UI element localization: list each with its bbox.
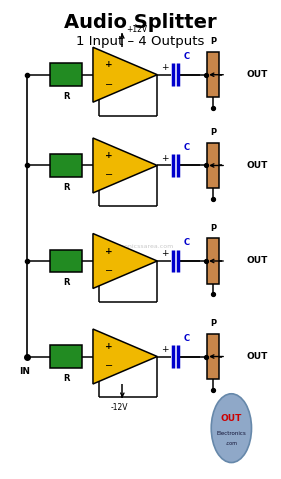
Text: C: C	[184, 52, 190, 61]
Polygon shape	[93, 138, 157, 193]
Text: OUT: OUT	[247, 161, 268, 170]
Bar	[50, 63, 83, 86]
Text: +: +	[105, 60, 113, 69]
Text: 1 Input – 4 Outputs: 1 Input – 4 Outputs	[76, 35, 205, 48]
Text: OUT: OUT	[221, 414, 242, 423]
Bar	[50, 250, 83, 273]
Text: C: C	[184, 143, 190, 152]
Text: C: C	[184, 238, 190, 247]
Text: OUT: OUT	[247, 352, 268, 361]
Text: R: R	[63, 92, 70, 101]
Text: -12V: -12V	[111, 403, 128, 412]
Text: Electronics: Electronics	[216, 432, 246, 436]
Text: −: −	[105, 361, 113, 371]
Text: OUT: OUT	[247, 256, 268, 265]
Text: −: −	[105, 171, 113, 181]
Bar	[207, 239, 219, 284]
Text: +: +	[105, 151, 113, 160]
Polygon shape	[93, 329, 157, 384]
Text: R: R	[63, 374, 70, 383]
Text: +12V: +12V	[126, 24, 148, 34]
Text: C: C	[184, 334, 190, 342]
Text: electronicssarea.com: electronicssarea.com	[107, 244, 174, 249]
Text: −: −	[105, 80, 113, 90]
Text: P: P	[210, 128, 216, 137]
Text: IN: IN	[19, 367, 30, 376]
Text: R: R	[63, 278, 70, 287]
Text: +: +	[105, 247, 113, 256]
Text: +: +	[105, 342, 113, 351]
Text: +: +	[161, 63, 169, 72]
Circle shape	[211, 394, 251, 463]
Text: +: +	[161, 154, 169, 162]
Text: +: +	[161, 249, 169, 258]
Text: Audio Splitter: Audio Splitter	[64, 12, 217, 32]
Bar	[207, 52, 219, 97]
Bar	[207, 334, 219, 379]
Text: −: −	[105, 266, 113, 276]
Text: +: +	[161, 345, 169, 354]
Text: P: P	[210, 319, 216, 328]
Text: .com: .com	[225, 441, 237, 446]
Text: P: P	[210, 37, 216, 46]
Bar	[207, 143, 219, 188]
Polygon shape	[93, 234, 157, 288]
Polygon shape	[93, 47, 157, 102]
Text: OUT: OUT	[247, 70, 268, 79]
Text: R: R	[63, 182, 70, 192]
Bar	[50, 154, 83, 177]
Text: P: P	[210, 224, 216, 233]
Bar	[50, 345, 83, 368]
